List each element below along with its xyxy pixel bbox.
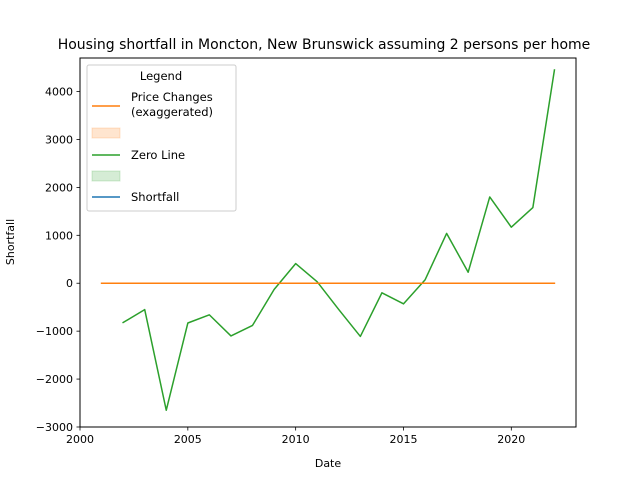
legend-patch-swatch (91, 170, 121, 182)
data-point (316, 281, 318, 283)
series-line-0 (122, 69, 556, 411)
legend-label: Shortfall (131, 190, 179, 204)
y-axis-label: Shortfall (4, 219, 17, 265)
legend-entry: Shortfall (92, 190, 179, 204)
data-point (511, 226, 513, 228)
data-point (187, 322, 189, 324)
data-point (554, 69, 556, 71)
data-point (209, 314, 211, 316)
data-point (360, 336, 362, 338)
legend-box (86, 64, 237, 212)
y-tick-label: 1000 (45, 229, 73, 242)
legend-entry (91, 170, 121, 182)
data-point (144, 309, 146, 311)
data-point (532, 207, 534, 209)
data-point (338, 309, 340, 311)
x-axis-label: Date (315, 457, 342, 470)
data-point (403, 303, 405, 305)
x-tick-label: 2015 (389, 433, 417, 446)
y-tick-label: −2000 (36, 373, 73, 386)
data-point (446, 233, 448, 235)
chart-title: Housing shortfall in Moncton, New Brunsw… (58, 37, 591, 53)
y-tick-label: 4000 (45, 86, 73, 99)
x-tick-label: 2010 (282, 433, 310, 446)
legend: Legend Price Changes (exaggerated) Zero Li… (86, 64, 237, 212)
legend-entry: Price Changes (exaggerated) (92, 90, 213, 119)
y-tick-label: 3000 (45, 133, 73, 146)
data-point (467, 271, 469, 273)
data-point (554, 282, 556, 284)
y-tick-label: −3000 (36, 421, 73, 434)
data-point (252, 325, 254, 327)
data-point (295, 263, 297, 265)
legend-patch-swatch (91, 127, 121, 139)
legend-entry (91, 127, 121, 139)
y-tick-label: 2000 (45, 181, 73, 194)
data-point (273, 289, 275, 291)
legend-entries: Price Changes (exaggerated) Zero Line Short… (91, 90, 213, 204)
x-tick-label: 2020 (497, 433, 525, 446)
y-tick-label: −1000 (36, 325, 73, 338)
series-layer (100, 69, 556, 411)
data-point (381, 292, 383, 294)
legend-label: Zero Line (131, 148, 185, 162)
data-point (424, 279, 426, 281)
y-axis: −3000 −2000 −1000 0 1000 2000 3000 4000 (36, 86, 80, 434)
legend-entry: Zero Line (92, 148, 185, 162)
data-point (101, 282, 103, 284)
data-point (489, 196, 491, 198)
data-point (122, 322, 124, 324)
x-tick-label: 2005 (174, 433, 202, 446)
x-axis: 2000 2005 2010 2015 2020 (66, 427, 525, 446)
y-tick-label: 0 (66, 277, 73, 290)
legend-label: Price Changes (exaggerated) (131, 90, 213, 119)
data-point (165, 409, 167, 411)
x-tick-label: 2000 (66, 433, 94, 446)
data-point (230, 335, 232, 337)
legend-title: Legend (140, 69, 182, 83)
